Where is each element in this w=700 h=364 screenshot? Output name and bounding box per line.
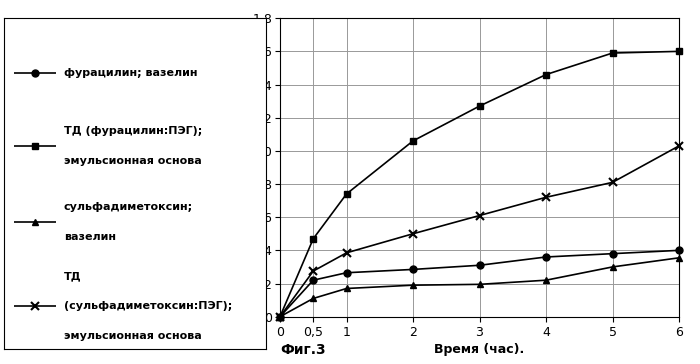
Text: ТД: ТД — [64, 272, 81, 282]
Text: сульфадиметоксин;: сульфадиметоксин; — [64, 202, 193, 212]
Y-axis label: Высвобождение (%).: Высвобождение (%). — [235, 92, 248, 243]
Text: фурацилин; вазелин: фурацилин; вазелин — [64, 68, 197, 78]
X-axis label: Время (час).: Время (час). — [435, 343, 524, 356]
Text: (сульфадиметоксин:ПЭГ);: (сульфадиметоксин:ПЭГ); — [64, 301, 232, 311]
Text: вазелин: вазелин — [64, 232, 116, 242]
Text: ТД (фурацилин:ПЭГ);: ТД (фурацилин:ПЭГ); — [64, 126, 202, 136]
Text: эмульсионная основа: эмульсионная основа — [64, 331, 202, 341]
Text: эмульсионная основа: эмульсионная основа — [64, 156, 202, 166]
Text: Фиг.3: Фиг.3 — [280, 343, 326, 357]
